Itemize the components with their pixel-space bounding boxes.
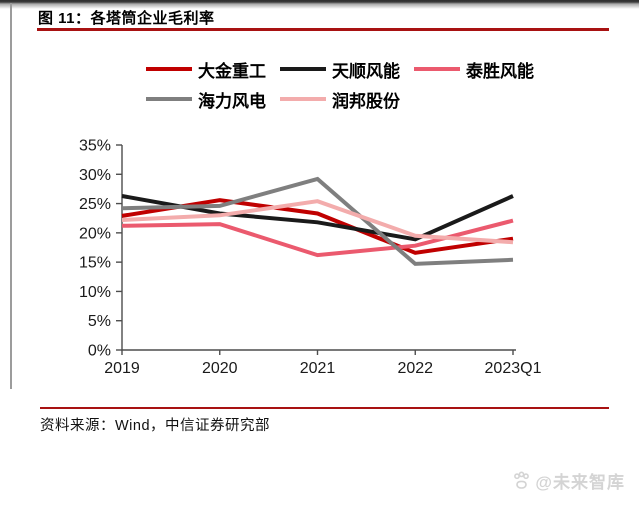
y-axis-label: 10% — [79, 284, 111, 301]
legend-item-3: 海力风电 — [146, 88, 266, 111]
legend-swatch-1 — [280, 67, 326, 71]
chart-legend: 大金重工 天顺风能 泰胜风能海力风电 润邦股份 — [146, 58, 582, 111]
watermark-text: @未来智库 — [535, 473, 625, 492]
source-divider-line — [40, 407, 609, 409]
top-edge-shadow — [0, 0, 639, 9]
x-axis-label: 2021 — [300, 360, 336, 377]
left-border-line — [10, 3, 12, 389]
paw-icon — [514, 471, 530, 489]
y-axis-label: 35% — [79, 138, 111, 155]
x-axis-label: 2020 — [202, 360, 238, 377]
legend-label-3: 海力风电 — [198, 91, 266, 111]
y-axis-label: 20% — [79, 225, 111, 242]
legend-item-2: 泰胜风能 — [414, 58, 534, 81]
series-line-4 — [121, 199, 514, 245]
legend-label-4: 润邦股份 — [332, 91, 400, 111]
legend-swatch-2 — [414, 67, 460, 71]
x-axis-label: 2019 — [104, 360, 140, 377]
legend-label-2: 泰胜风能 — [466, 61, 534, 81]
legend-label-0: 大金重工 — [198, 61, 266, 81]
legend-swatch-4 — [280, 97, 326, 101]
watermark: @未来智库 — [511, 468, 625, 493]
title-underline — [37, 28, 609, 31]
legend-item-0: 大金重工 — [146, 58, 266, 81]
legend-label-1: 天顺风能 — [332, 61, 400, 81]
figure-title: 图 11：各塔筒企业毛利率 — [38, 10, 215, 27]
legend-item-4: 润邦股份 — [280, 88, 400, 111]
legend-item-1: 天顺风能 — [280, 58, 400, 81]
y-axis-label: 15% — [79, 255, 111, 272]
source-note: 资料来源：Wind，中信证券研究部 — [40, 418, 271, 434]
y-axis-label: 25% — [79, 196, 111, 213]
legend-swatch-0 — [146, 67, 192, 71]
x-axis-label: 2023Q1 — [485, 360, 542, 377]
y-axis-label: 0% — [88, 343, 111, 360]
x-axis-label: 2022 — [397, 360, 433, 377]
y-axis-label: 5% — [88, 313, 111, 330]
legend-swatch-3 — [146, 97, 192, 101]
series-line-3 — [121, 176, 514, 266]
y-axis-label: 30% — [79, 167, 111, 184]
